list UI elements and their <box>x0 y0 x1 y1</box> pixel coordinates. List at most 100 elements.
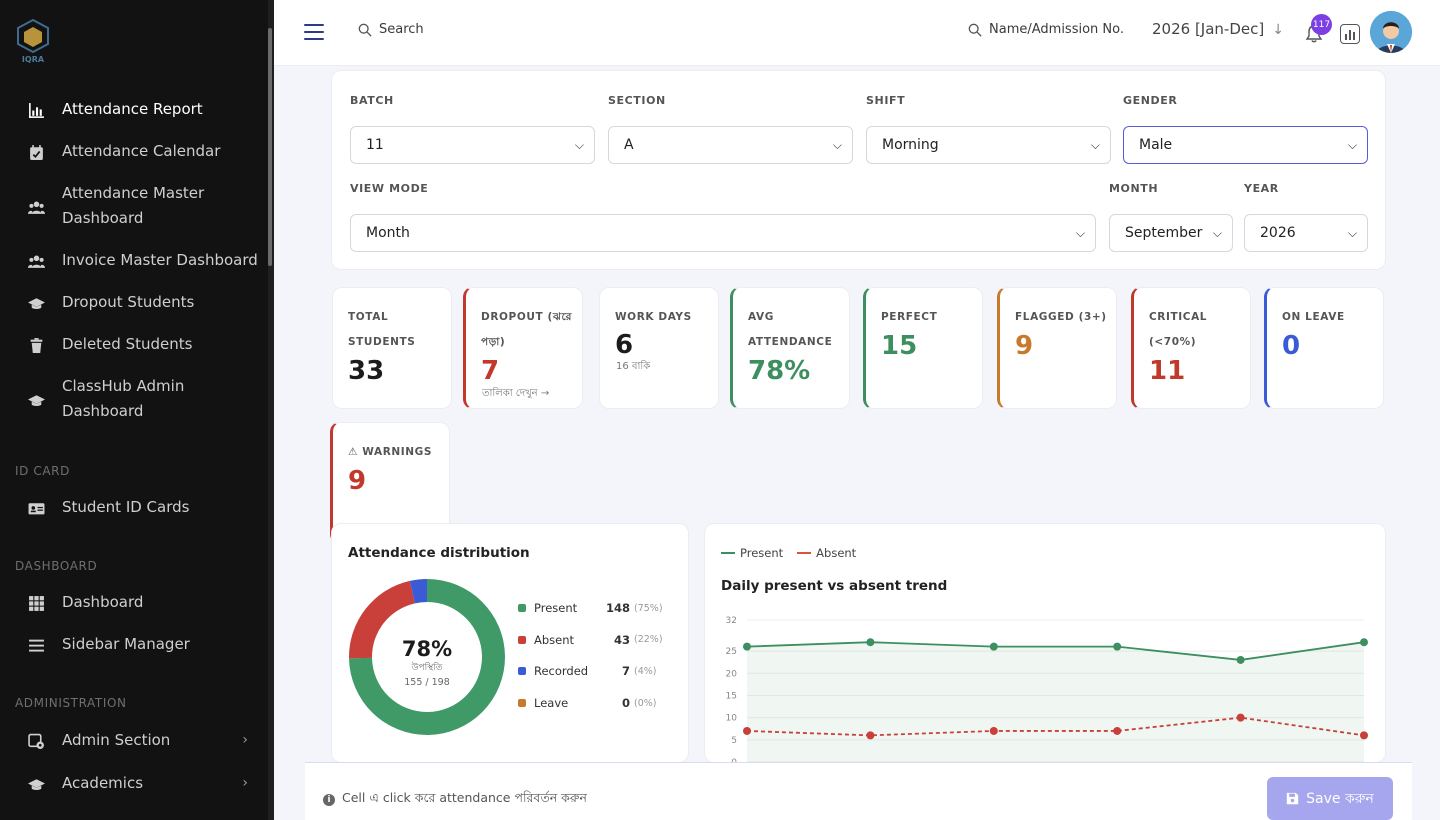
search-icon <box>358 23 372 37</box>
month-select[interactable]: September ⌵ <box>1109 214 1233 252</box>
year-select[interactable]: 2026 ⌵ <box>1244 214 1368 252</box>
sidebar-item-academics[interactable]: Academics › <box>0 771 268 796</box>
shift-label: SHIFT <box>866 94 906 107</box>
section-select[interactable]: A ⌵ <box>608 126 853 164</box>
sidebar-item-dashboard[interactable]: Dashboard <box>0 590 268 615</box>
present-data-point[interactable] <box>866 638 875 647</box>
present-data-point[interactable] <box>1113 642 1122 651</box>
year-label: YEAR <box>1244 182 1279 195</box>
absent-data-point[interactable] <box>1360 731 1368 740</box>
month-label: MONTH <box>1109 182 1159 195</box>
donut-slice-present[interactable] <box>349 579 505 735</box>
arrow-down-icon: ↓ <box>1272 22 1284 38</box>
absent-data-point[interactable] <box>1113 726 1122 735</box>
stat-dropout[interactable]: DROPOUT (ঝরে পড়া) 7 তালিকা দেখুন → <box>463 287 583 409</box>
donut-slice-recorded[interactable] <box>409 579 427 604</box>
sidebar-item-attendance-master[interactable]: Attendance Master Dashboard <box>0 181 250 231</box>
chevron-down-icon: ⌵ <box>1090 138 1100 152</box>
legend-percent: (0%) <box>634 697 657 709</box>
stat-label: WORK DAYS <box>615 311 692 323</box>
present-data-point[interactable] <box>743 642 751 651</box>
sidebar-item-attendance-calendar[interactable]: Attendance Calendar <box>0 139 268 164</box>
sidebar-item-dropout-students[interactable]: Dropout Students <box>0 290 268 315</box>
stat-flagged[interactable]: FLAGGED (3+) 9 <box>997 287 1117 409</box>
stat-value: 9 <box>348 466 367 496</box>
y-tick-label: 20 <box>726 669 738 679</box>
chevron-down-icon: ⌵ <box>1212 226 1222 240</box>
attendance-distribution-card: Attendance distribution 78% উপস্থিতি 155… <box>331 523 689 763</box>
stat-perfect[interactable]: PERFECT 15 <box>863 287 983 409</box>
chevron-down-icon: ⌵ <box>1075 226 1085 240</box>
legend-value: 7 <box>621 664 630 679</box>
sidebar-item-attendance-report[interactable]: Attendance Report <box>0 97 268 122</box>
stat-value: 7 <box>481 356 500 386</box>
present-data-point[interactable] <box>1360 638 1368 647</box>
chevron-down-icon: ⌵ <box>574 138 584 152</box>
shift-select[interactable]: Morning ⌵ <box>866 126 1111 164</box>
student-search[interactable]: Name/Admission No. <box>968 22 1124 37</box>
donut-center-label: উপস্থিতি <box>411 661 443 673</box>
batch-select[interactable]: 11 ⌵ <box>350 126 595 164</box>
filters-card: BATCH 11 ⌵ SECTION A ⌵ SHIFT Morning ⌵ GEND… <box>331 70 1386 270</box>
session-label: 2026 [Jan-Dec] <box>1152 20 1265 38</box>
sidebar-item-student-id-cards[interactable]: Student ID Cards <box>0 495 268 520</box>
iqra-logo[interactable]: IQRA <box>14 18 52 66</box>
present-data-point[interactable] <box>989 642 998 651</box>
trend-title: Daily present vs absent trend <box>721 578 948 594</box>
sidebar-item-sidebar-manager[interactable]: Sidebar Manager <box>0 632 268 657</box>
chevron-right-icon: › <box>242 775 248 791</box>
dropout-list-link[interactable]: তালিকা দেখুন → <box>482 388 550 399</box>
sidebar-item-label: Invoice Master Dashboard <box>62 251 258 269</box>
absent-data-point[interactable] <box>743 726 751 735</box>
analytics-icon[interactable] <box>1340 24 1360 44</box>
chevron-down-icon: ⌵ <box>832 138 842 152</box>
legend-present-swatch <box>721 552 735 554</box>
sidebar-item-invoice-master[interactable]: Invoice Master Dashboard <box>0 248 268 273</box>
stat-work-days: WORK DAYS 6 16 বাকি <box>599 287 719 409</box>
grid-icon <box>26 593 46 613</box>
chevron-down-icon: ⌵ <box>1347 138 1357 152</box>
shift-value: Morning <box>882 137 939 153</box>
stat-label: PERFECT <box>881 311 938 323</box>
sidebar-item-label: Academics <box>62 774 144 792</box>
global-search[interactable]: Search <box>358 22 424 37</box>
sidebar: IQRA Attendance Report Attendance Calend… <box>0 0 268 820</box>
present-series-line <box>746 641 1365 661</box>
stat-value: 11 <box>1149 356 1186 386</box>
legend-percent: (4%) <box>634 665 657 677</box>
admin-settings-icon <box>26 731 46 751</box>
donut-slice-absent[interactable] <box>349 580 415 659</box>
student-search-label: Name/Admission No. <box>989 22 1124 37</box>
sidebar-item-deleted-students[interactable]: Deleted Students <box>0 332 268 357</box>
legend-value: 0 <box>621 696 630 711</box>
stat-value: 33 <box>348 356 385 386</box>
sidebar-scrollbar-thumb[interactable] <box>268 28 272 266</box>
absent-data-point[interactable] <box>989 726 998 735</box>
sidebar-item-admin-section[interactable]: Admin Section › <box>0 728 268 753</box>
sidebar-item-label: Attendance Report <box>62 100 203 118</box>
user-avatar[interactable] <box>1370 11 1412 53</box>
hamburger-menu-icon[interactable] <box>304 24 324 40</box>
month-value: September <box>1125 225 1203 241</box>
absent-data-point[interactable] <box>1236 713 1245 722</box>
stat-label: AVG ATTENDANCE <box>748 311 833 348</box>
svg-text:IQRA: IQRA <box>22 55 45 64</box>
sidebar-item-classhub-admin[interactable]: ClassHub Admin Dashboard <box>0 374 268 424</box>
legend-item-absent: Absent 43 (22%) <box>518 633 663 647</box>
absent-data-point[interactable] <box>866 731 875 740</box>
sidebar-item-label: Admin Section <box>62 731 171 749</box>
present-data-point[interactable] <box>1236 655 1245 664</box>
attendance-donut-chart: 78% উপস্থিতি 155 / 198 <box>349 579 505 735</box>
save-button[interactable]: Save করুন <box>1267 777 1393 820</box>
daily-trend-line-chart: 0 5 10 15 20 25 32 <box>726 616 1368 762</box>
stat-on-leave[interactable]: ON LEAVE 0 <box>1264 287 1384 409</box>
batch-value: 11 <box>366 137 384 153</box>
legend-absent-label: Absent <box>816 546 857 560</box>
view-mode-select[interactable]: Month ⌵ <box>350 214 1096 252</box>
stat-critical[interactable]: CRITICAL (<70%) 11 <box>1131 287 1251 409</box>
save-button-label: Save করুন <box>1306 790 1374 807</box>
chevron-right-icon: › <box>242 732 248 748</box>
session-selector[interactable]: 2026 [Jan-Dec] ↓ <box>1152 20 1284 38</box>
gender-select[interactable]: Male ⌵ <box>1123 126 1368 164</box>
stat-label: ON LEAVE <box>1282 311 1345 323</box>
